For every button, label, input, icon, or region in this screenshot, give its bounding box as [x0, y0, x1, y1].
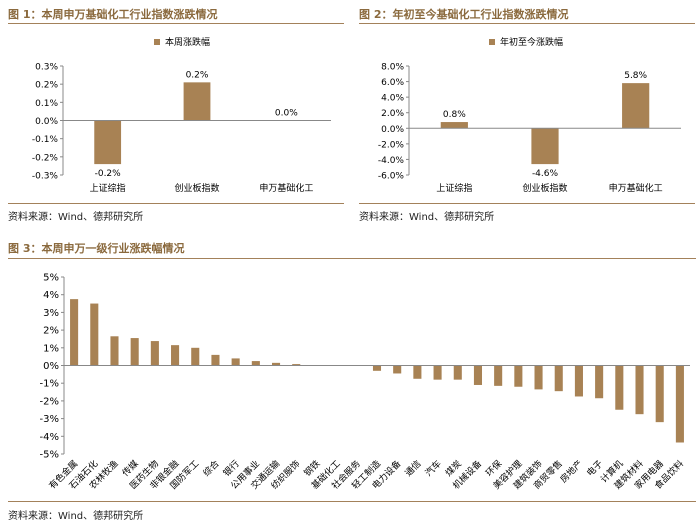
y-tick-label: 0.0%	[35, 117, 58, 127]
y-tick-label: 8.0%	[381, 63, 404, 73]
y-tick-label: 0.2%	[35, 81, 58, 91]
bar	[231, 358, 240, 366]
category-label: 上证综指	[90, 182, 126, 194]
figure-2-bottom-rule	[359, 203, 695, 204]
category-label: 申万基础化工	[609, 182, 663, 194]
figure-1-source: 资料来源：Wind、德邦研究所	[8, 212, 144, 223]
category-label: 创业板指数	[522, 182, 567, 194]
legend-label: 年初至今涨跌幅	[500, 36, 563, 48]
y-tick-label: -0.3%	[32, 172, 59, 182]
bar	[271, 362, 281, 366]
bar	[453, 365, 462, 380]
y-tick-label: 3%	[43, 308, 59, 319]
bar	[622, 83, 650, 129]
bar	[191, 347, 200, 366]
bar	[90, 303, 99, 366]
chart-1: 本周涨跌幅 0.3% 0.2% 0.1% 0.0% -0.1% -0.2% -0.3% -0.2…	[32, 36, 331, 194]
y-tick-label: 0.3%	[35, 63, 58, 73]
chart-3: 5%4%3%2%1%0%-1%-2%-3%-4%-5%有色金属石油石化农林牧渔传…	[40, 273, 690, 492]
data-label: 5.8%	[624, 71, 647, 81]
data-label: 0.0%	[275, 109, 298, 119]
data-label: 0.8%	[443, 110, 466, 120]
y-tick-label: 0%	[43, 361, 59, 372]
y-tick-label: -5%	[40, 450, 59, 461]
category-label: 综合	[200, 458, 221, 479]
bar	[94, 120, 122, 165]
figure-3-title: 图 3：本周申万一级行业涨跌幅情况	[8, 242, 185, 255]
bar	[494, 365, 503, 386]
figure-3-top-rule	[8, 258, 696, 259]
y-tick-label: -0.2%	[32, 153, 59, 163]
bar	[183, 82, 211, 121]
bar	[150, 341, 159, 366]
y-tick-label: 0.1%	[35, 99, 58, 109]
bar	[615, 365, 624, 410]
figure-2-top-rule	[359, 23, 695, 24]
figure-3-bottom-rule	[8, 501, 696, 502]
bar	[393, 365, 402, 374]
figure-1-bottom-rule	[8, 203, 344, 204]
bar	[534, 365, 543, 390]
bar	[433, 365, 442, 380]
y-tick-label: -2.0%	[378, 140, 405, 150]
category-label: 房地产	[557, 458, 585, 486]
bar	[171, 345, 180, 366]
bar	[473, 365, 483, 385]
y-tick-label: 5%	[43, 273, 59, 284]
y-tick-label: -6.0%	[378, 172, 405, 182]
bar	[70, 299, 79, 366]
figure-1-top-rule	[8, 23, 344, 24]
bar	[675, 365, 684, 443]
y-tick-label: 1%	[43, 343, 59, 354]
y-tick-label: -1%	[40, 379, 59, 390]
bar	[110, 336, 119, 366]
y-tick-label: 0.0%	[381, 125, 404, 135]
bar	[292, 364, 301, 366]
bar	[655, 365, 664, 423]
figure-3-source: 资料来源：Wind、德邦研究所	[8, 511, 144, 522]
bar	[554, 365, 563, 392]
category-label: 汽车	[422, 458, 443, 479]
category-label: 上证综指	[436, 182, 472, 194]
bar	[595, 365, 604, 399]
bar	[635, 365, 644, 415]
data-label: -0.2%	[95, 169, 122, 179]
y-tick-label: -4.0%	[378, 156, 405, 166]
bar	[251, 361, 260, 366]
figure-2-title: 图 2：年初至今基础化工行业指数涨跌情况	[359, 8, 569, 21]
legend-swatch	[489, 39, 495, 45]
figure-1-title: 图 1：本周申万基础化工行业指数涨跌情况	[8, 8, 218, 21]
y-tick-label: 4.0%	[381, 94, 404, 104]
y-tick-label: -3%	[40, 414, 59, 425]
figure-2-source: 资料来源：Wind、德邦研究所	[359, 212, 495, 223]
category-label: 创业板指数	[174, 182, 219, 194]
y-tick-label: 4%	[43, 290, 59, 301]
data-label: 0.2%	[186, 70, 209, 80]
bar	[372, 365, 382, 371]
legend-swatch	[154, 39, 160, 45]
bar	[531, 128, 559, 165]
bar	[211, 354, 220, 366]
legend-label: 本周涨跌幅	[165, 36, 210, 48]
data-label: -4.6%	[532, 169, 559, 179]
bar	[574, 365, 583, 397]
chart-2: 年初至今涨跌幅 8.0% 6.0% 4.0% 2.0% 0.0% -2.0% -4.0% -6.…	[378, 36, 681, 194]
y-tick-label: 2%	[43, 326, 59, 337]
category-label: 申万基础化工	[259, 182, 313, 194]
bar	[514, 365, 523, 387]
category-label: 通信	[402, 458, 423, 479]
y-tick-label: -4%	[40, 432, 59, 443]
y-tick-label: -0.1%	[32, 135, 59, 145]
y-tick-label: 2.0%	[381, 109, 404, 119]
bar	[130, 338, 139, 366]
y-tick-label: 6.0%	[381, 78, 404, 88]
y-tick-label: -2%	[40, 396, 59, 407]
bar	[413, 365, 422, 379]
bar	[440, 122, 468, 129]
